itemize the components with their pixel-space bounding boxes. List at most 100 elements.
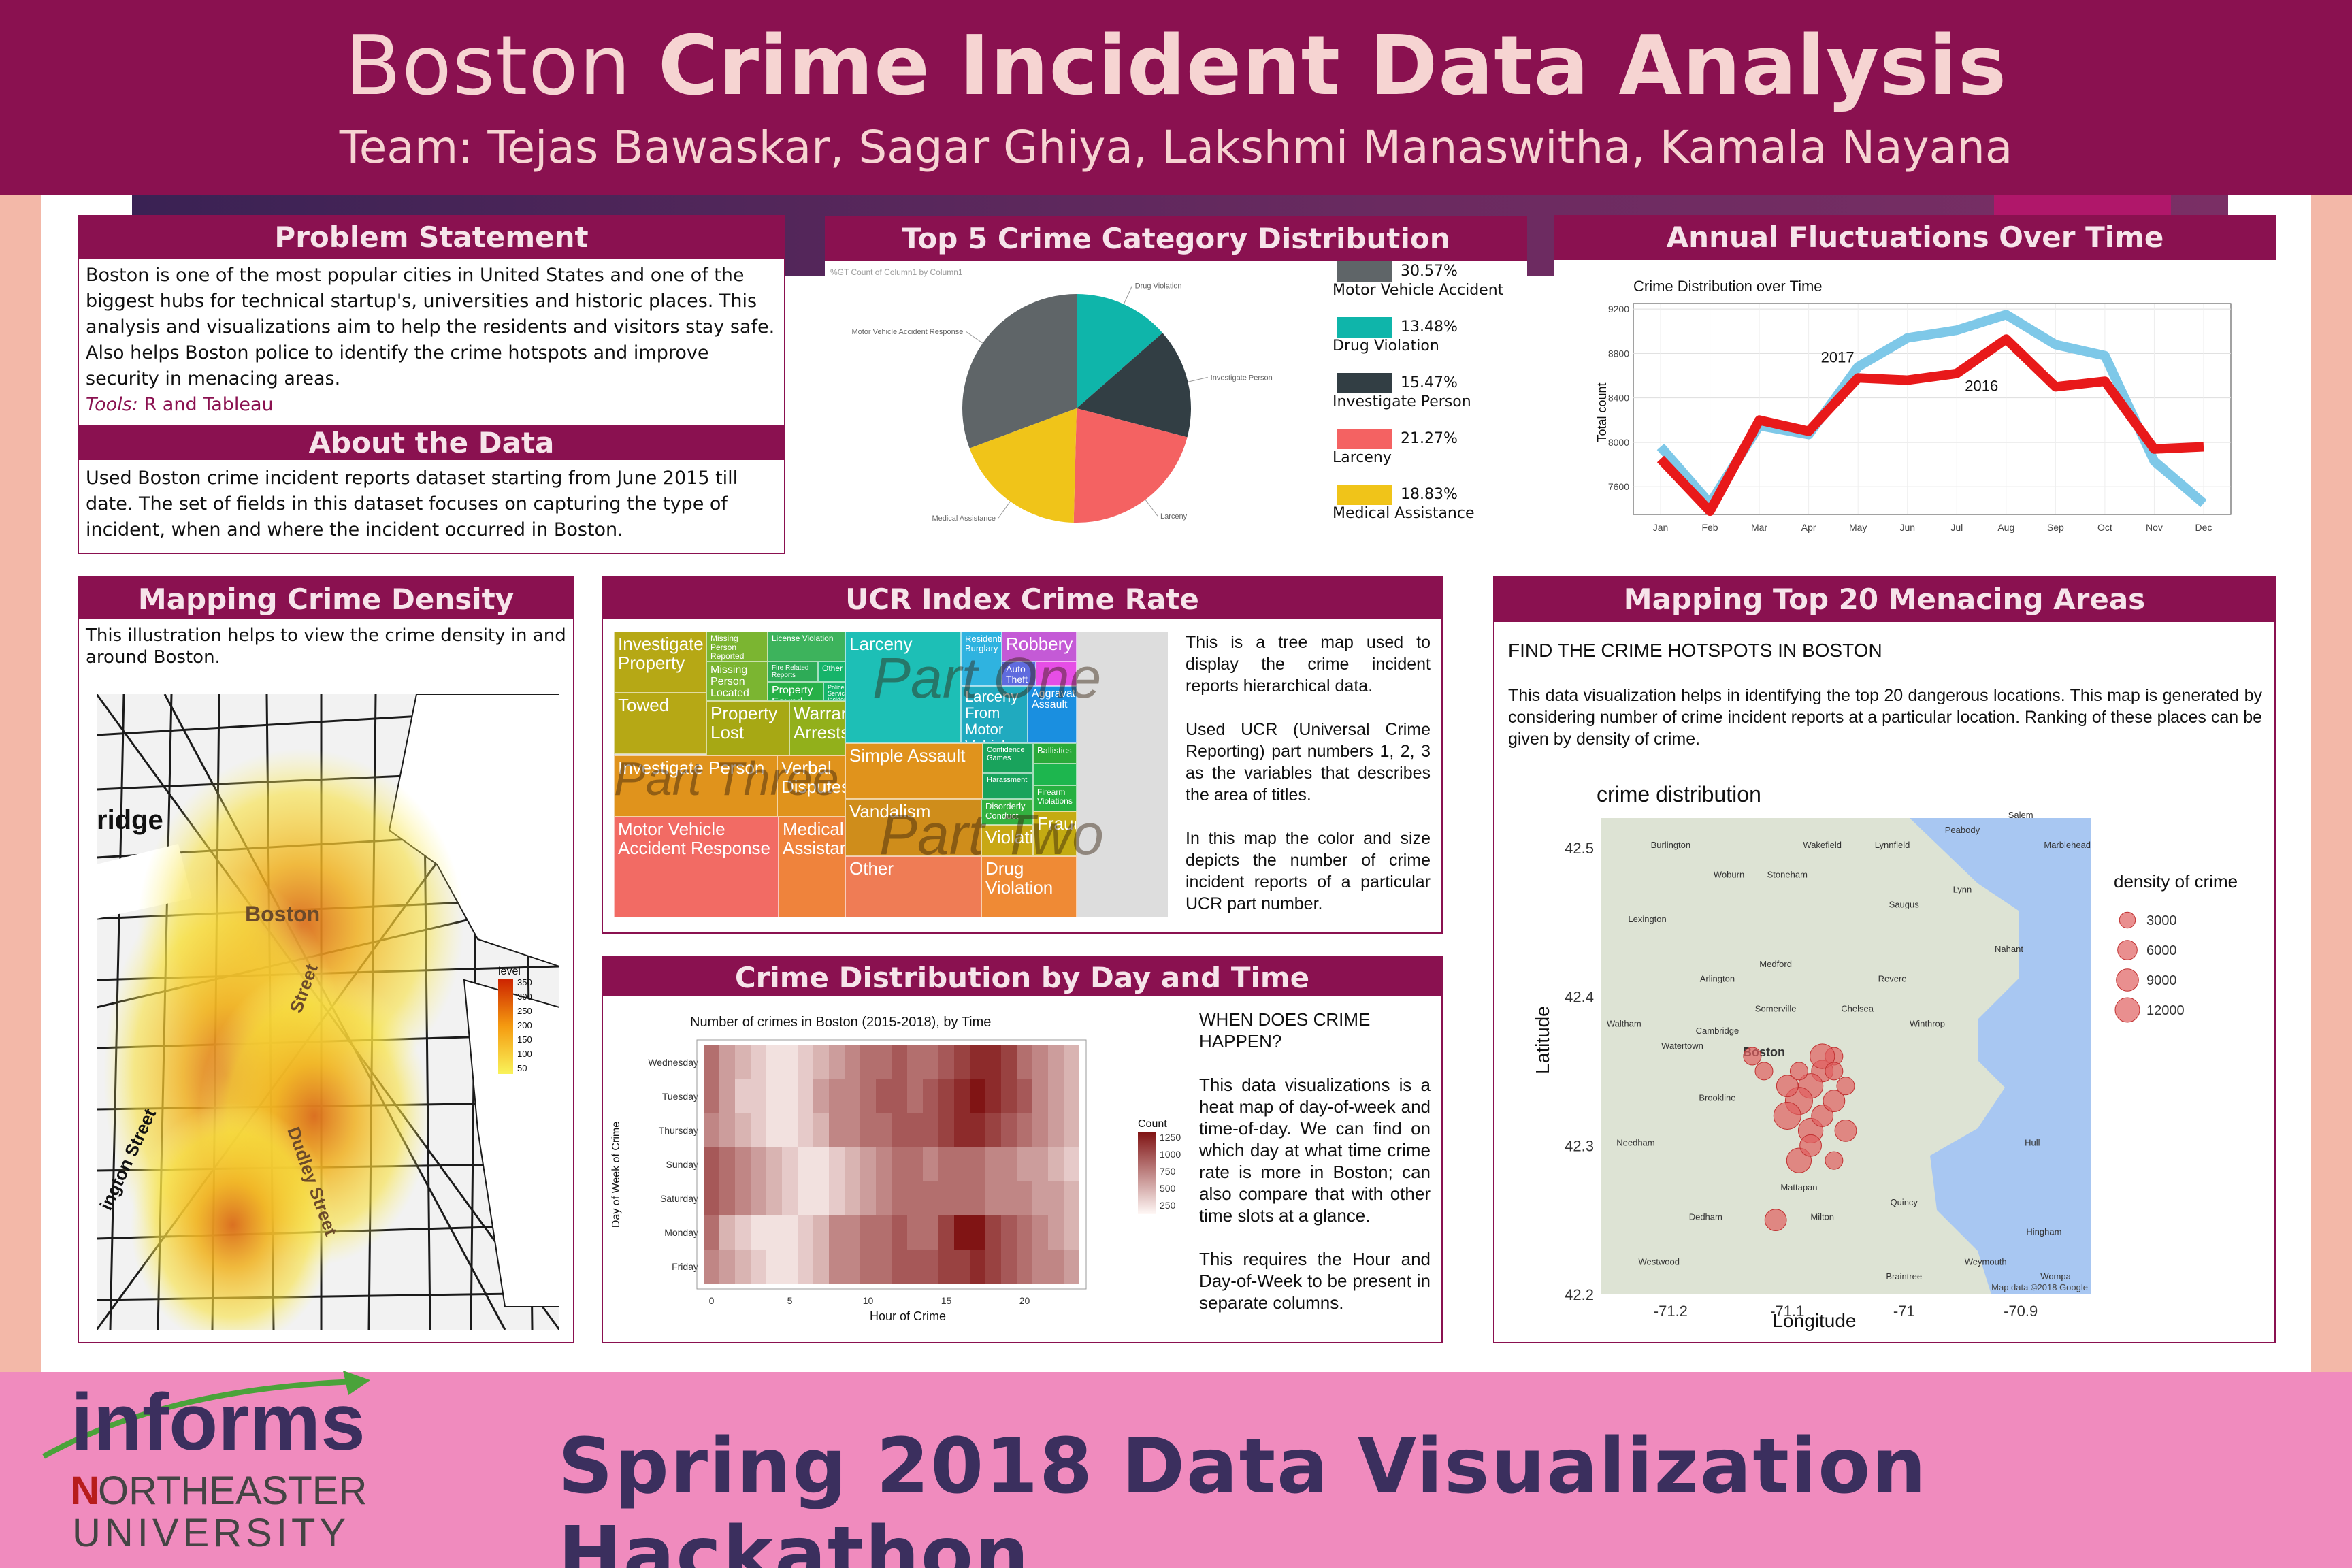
heat-cell xyxy=(719,1147,735,1181)
heat-cell xyxy=(782,1079,798,1113)
heat-x-tick: 5 xyxy=(787,1295,793,1306)
heat-cell xyxy=(751,1045,766,1079)
heat-cell xyxy=(766,1079,782,1113)
heat-cell xyxy=(704,1215,719,1250)
map-place-label: Milton xyxy=(1810,1212,1834,1222)
legend-pct: 30.57% xyxy=(1401,263,1458,280)
tm-violations: Violations xyxy=(981,825,1033,856)
panel-heading: Mapping Top 20 Menacing Areas xyxy=(1494,577,2274,622)
heat-cell xyxy=(938,1113,954,1147)
map-place-label: Chelsea xyxy=(1841,1003,1874,1013)
tm-medical-assistance: Medical Assistance xyxy=(779,817,845,917)
tm-aggravated-assault: Aggravated Assault xyxy=(1028,686,1077,743)
heat-cell xyxy=(704,1045,719,1079)
ucr-p1: This is a tree map used to display the c… xyxy=(1186,633,1431,696)
panel-heading: UCR Index Crime Rate xyxy=(603,577,1441,619)
heat-cell xyxy=(876,1250,892,1284)
density-legend-title: density of crime xyxy=(2114,871,2238,892)
heat-cell xyxy=(1048,1045,1064,1079)
heat-cell xyxy=(985,1113,1001,1147)
heat-cell xyxy=(782,1045,798,1079)
problem-paragraph: Boston is one of the most popular cities… xyxy=(86,265,775,389)
tm-harassment: Harassment xyxy=(983,773,1033,799)
map-place-label: Burlington xyxy=(1651,840,1691,850)
heat-cell xyxy=(751,1079,766,1113)
heat-cell xyxy=(829,1079,845,1113)
heat-cell xyxy=(938,1250,954,1284)
problem-statement-panel: Problem Statement Boston is one of the m… xyxy=(78,215,785,427)
map-place-label: Arlington xyxy=(1700,974,1735,984)
x-tick-label: Sep xyxy=(2047,522,2064,533)
heat-cell xyxy=(813,1079,829,1113)
heat-cell xyxy=(766,1147,782,1181)
heat-cell xyxy=(782,1181,798,1215)
series-label-2017: 2017 xyxy=(1821,348,1855,365)
tm-towed: Towed xyxy=(614,693,706,754)
hotspot-point xyxy=(1823,1090,1846,1113)
tm-motor-vehicle: Motor Vehicle Accident Response xyxy=(614,817,779,917)
tm-purple-fill xyxy=(1036,662,1077,686)
heat-cell xyxy=(829,1215,845,1250)
map-place-label: Marblehead xyxy=(2044,840,2091,850)
heat-cell xyxy=(766,1215,782,1250)
heat-cell xyxy=(876,1079,892,1113)
heat-title: Number of crimes in Boston (2015-2018), … xyxy=(690,1015,991,1030)
legend-pct: 18.83% xyxy=(1401,486,1458,503)
heat-cell xyxy=(876,1181,892,1215)
heat-legend-label: 1250 xyxy=(1160,1132,1181,1143)
level-legend-label: 50 xyxy=(517,1063,527,1073)
pie-slice xyxy=(969,408,1077,523)
title-bold: Crime Incident Data Analysis xyxy=(657,19,2008,114)
heat-cell xyxy=(1001,1250,1017,1284)
series-line-2016 xyxy=(1656,334,2204,517)
legend-label: Medical Assistance xyxy=(1333,505,1475,522)
hotspot-point xyxy=(1799,1134,1822,1157)
heat-cell xyxy=(923,1181,938,1215)
heat-cell xyxy=(860,1250,876,1284)
ucr-p3: In this map the color and size depicts t… xyxy=(1186,829,1431,913)
heat-cell xyxy=(1017,1250,1032,1284)
map-place-label: Wakefield xyxy=(1803,840,1842,850)
hotspot-map: crime distribution Latitude Longitude Bo… xyxy=(1532,782,2238,1331)
ucr-p2: Used UCR (Universal Crime Reporting) par… xyxy=(1186,720,1431,804)
heat-cell xyxy=(704,1181,719,1215)
daytime-question: WHEN DOES CRIME HAPPEN? xyxy=(1199,1009,1371,1051)
menacing-panel: Mapping Top 20 Menacing Areas FIND THE C… xyxy=(1493,576,2276,1343)
map-place-label: Cambridge xyxy=(1696,1026,1740,1036)
heat-cell xyxy=(923,1215,938,1250)
heat-xlabel: Hour of Crime xyxy=(870,1309,946,1323)
map-place-label: Brookline xyxy=(1699,1093,1735,1103)
heat-cell xyxy=(970,1250,985,1284)
heat-cell xyxy=(1048,1250,1064,1284)
y-tick-label: 7600 xyxy=(1608,481,1629,492)
heat-cell xyxy=(813,1181,829,1215)
heat-cell xyxy=(719,1045,735,1079)
heat-cell xyxy=(1064,1079,1079,1113)
scatter-y-tick: 42.5 xyxy=(1565,840,1594,857)
x-tick-label: Jun xyxy=(1899,522,1915,533)
heat-cell xyxy=(845,1079,860,1113)
ucr-panel: UCR Index Crime Rate Investigate Propert… xyxy=(602,576,1443,934)
heat-legend-label: 250 xyxy=(1160,1200,1176,1211)
heat-cell xyxy=(1048,1215,1064,1250)
legend-swatch xyxy=(1337,317,1392,338)
level-legend-label: 200 xyxy=(517,1020,532,1030)
pie-legend-item: 30.57% Motor Vehicle Accident xyxy=(1331,261,1527,317)
tm-firearm: Firearm Violations xyxy=(1033,785,1077,811)
tools-label: Tools: xyxy=(86,394,138,415)
scatter-xlabel: Longitude xyxy=(1772,1310,1856,1331)
density-legend-circle xyxy=(2117,940,2138,960)
heat-cell xyxy=(798,1079,813,1113)
heat-cell xyxy=(1064,1045,1079,1079)
pie-slice xyxy=(1077,333,1191,438)
heat-cell xyxy=(1017,1079,1032,1113)
heat-cell xyxy=(766,1181,782,1215)
team-names: Team: Tejas Bawaskar, Sagar Ghiya, Laksh… xyxy=(339,121,2013,174)
heat-cell xyxy=(1048,1079,1064,1113)
heat-cell xyxy=(1064,1147,1079,1181)
series-label-2016: 2016 xyxy=(1965,377,1998,394)
pie-slice xyxy=(962,294,1077,448)
heat-cell xyxy=(829,1181,845,1215)
heat-cell xyxy=(829,1250,845,1284)
pie-leader xyxy=(1123,285,1133,305)
